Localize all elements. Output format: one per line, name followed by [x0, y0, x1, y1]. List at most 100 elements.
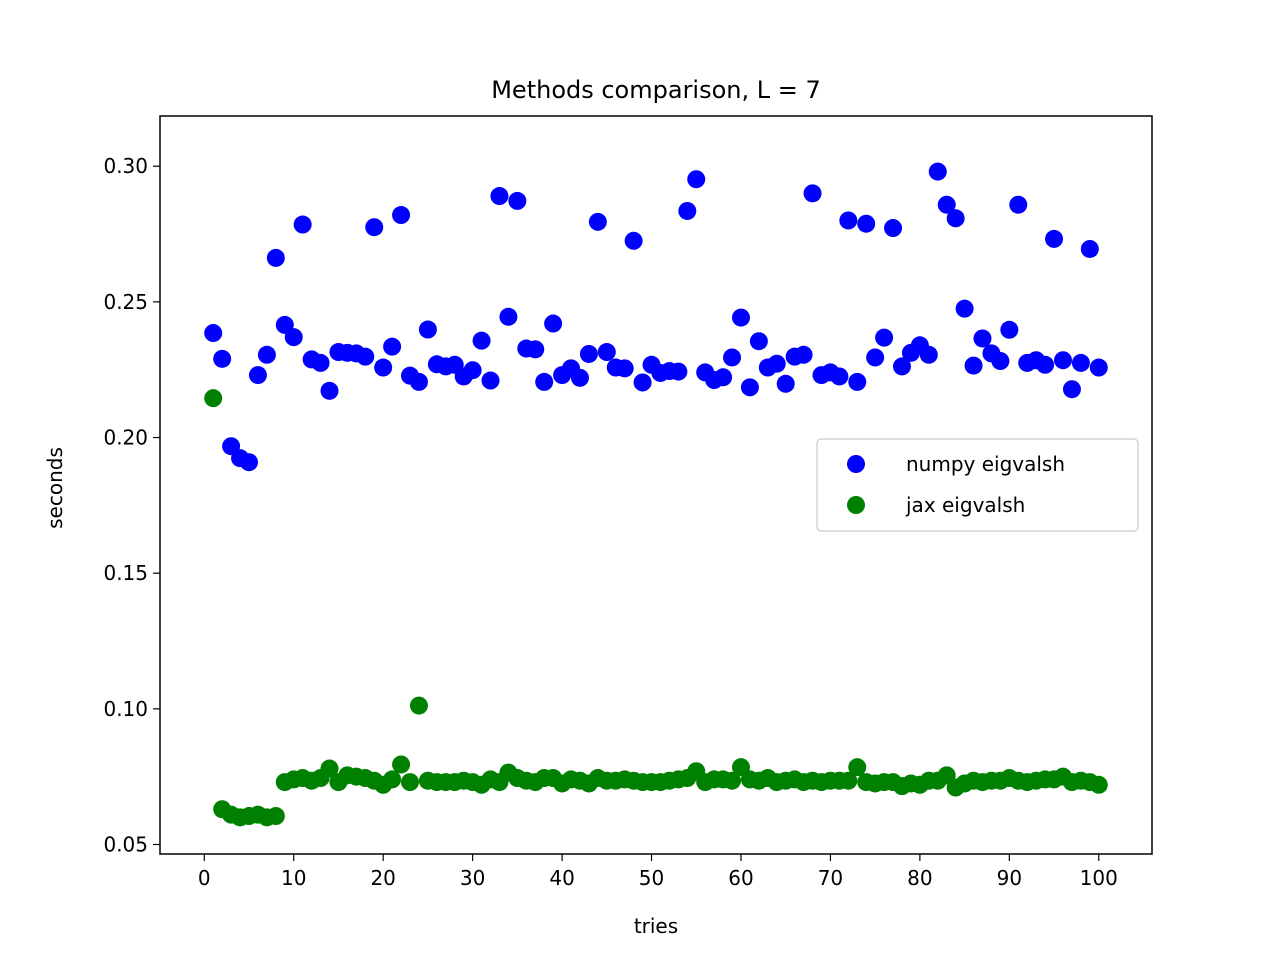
numpy-point	[311, 353, 330, 372]
jax-point	[383, 770, 402, 789]
jax-point	[1089, 775, 1108, 794]
numpy-point	[374, 358, 393, 377]
numpy-point	[1045, 229, 1064, 248]
numpy-point	[892, 357, 911, 376]
numpy-point	[1080, 239, 1099, 258]
numpy-point	[579, 344, 598, 363]
numpy-point	[409, 372, 428, 391]
numpy-point	[633, 373, 652, 392]
numpy-point	[257, 345, 276, 364]
numpy-point	[946, 209, 965, 228]
legend-label-numpy: numpy eigvalsh	[906, 452, 1065, 476]
numpy-point	[365, 218, 384, 237]
numpy-point	[669, 362, 688, 381]
x-axis-label: tries	[634, 914, 678, 938]
numpy-point	[1036, 355, 1055, 374]
numpy-point	[284, 328, 303, 347]
numpy-point	[588, 212, 607, 231]
legend-label-jax: jax eigvalsh	[905, 493, 1025, 517]
y-tick-label: 0.10	[103, 697, 148, 721]
jax-point	[409, 696, 428, 715]
x-tick-label: 40	[549, 866, 574, 890]
y-tick-label: 0.15	[103, 561, 148, 585]
numpy-point	[955, 299, 974, 318]
numpy-point	[508, 191, 527, 210]
numpy-point	[687, 170, 706, 189]
numpy-point	[848, 372, 867, 391]
numpy-point	[866, 348, 885, 367]
numpy-point	[991, 352, 1010, 371]
legend-marker-numpy	[847, 455, 865, 473]
numpy-point	[1089, 358, 1108, 377]
numpy-point	[928, 162, 947, 181]
numpy-point	[875, 328, 894, 347]
numpy-point	[615, 359, 634, 378]
jax-point	[320, 759, 339, 778]
numpy-point	[544, 314, 563, 333]
x-tick-label: 100	[1080, 866, 1118, 890]
numpy-point	[481, 371, 500, 390]
x-tick-label: 20	[370, 866, 395, 890]
plot-frame	[159, 115, 1153, 855]
jax-point	[848, 758, 867, 777]
numpy-point	[213, 349, 232, 368]
numpy-point	[624, 231, 643, 250]
numpy-point	[973, 329, 992, 348]
numpy-point	[418, 320, 437, 339]
y-tick-label: 0.05	[103, 833, 148, 857]
numpy-point	[1071, 353, 1090, 372]
legend: numpy eigvalsh jax eigvalsh	[816, 438, 1139, 532]
numpy-point	[320, 381, 339, 400]
numpy-point	[964, 356, 983, 375]
x-tick-label: 30	[460, 866, 485, 890]
numpy-point	[1000, 320, 1019, 339]
y-tick-label: 0.25	[103, 290, 148, 314]
numpy-point	[356, 347, 375, 366]
numpy-point	[266, 248, 285, 267]
numpy-point	[919, 345, 938, 364]
numpy-point	[570, 368, 589, 387]
numpy-point	[248, 366, 267, 385]
numpy-point	[749, 332, 768, 351]
numpy-point	[472, 331, 491, 350]
numpy-point	[767, 354, 786, 373]
jax-point	[204, 389, 223, 408]
numpy-point	[240, 453, 258, 472]
jax-point	[392, 755, 411, 774]
plot-area	[204, 162, 1108, 827]
numpy-point	[937, 195, 956, 214]
numpy-point	[1062, 380, 1081, 399]
numpy-point	[857, 214, 876, 233]
x-tick-label: 70	[818, 866, 843, 890]
x-tick-label: 0	[198, 866, 211, 890]
x-tick-label: 80	[907, 866, 932, 890]
numpy-point	[803, 184, 822, 203]
numpy-point	[463, 361, 482, 380]
numpy-point	[839, 211, 858, 230]
jax-point	[839, 771, 858, 790]
numpy-point	[392, 206, 411, 225]
numpy-point	[490, 187, 509, 206]
x-tick-label: 10	[281, 866, 306, 890]
x-tick-label: 90	[997, 866, 1022, 890]
numpy-point	[794, 345, 813, 364]
numpy-point	[830, 367, 849, 386]
x-tick-label: 50	[639, 866, 664, 890]
numpy-point	[499, 307, 518, 326]
numpy-point	[383, 337, 402, 356]
numpy-point	[526, 340, 545, 359]
jax-point	[401, 773, 420, 792]
numpy-point	[535, 372, 554, 391]
x-tick-label: 60	[728, 866, 753, 890]
numpy-point	[740, 378, 759, 397]
numpy-point	[776, 374, 795, 393]
y-tick-label: 0.20	[103, 426, 148, 450]
chart-title: Methods comparison, L = 7	[491, 76, 821, 104]
numpy-point	[1009, 195, 1028, 214]
numpy-point	[1054, 351, 1072, 370]
jax-point	[723, 771, 742, 790]
numpy-point	[884, 219, 903, 238]
legend-marker-jax	[847, 496, 865, 514]
numpy-point	[678, 201, 697, 220]
